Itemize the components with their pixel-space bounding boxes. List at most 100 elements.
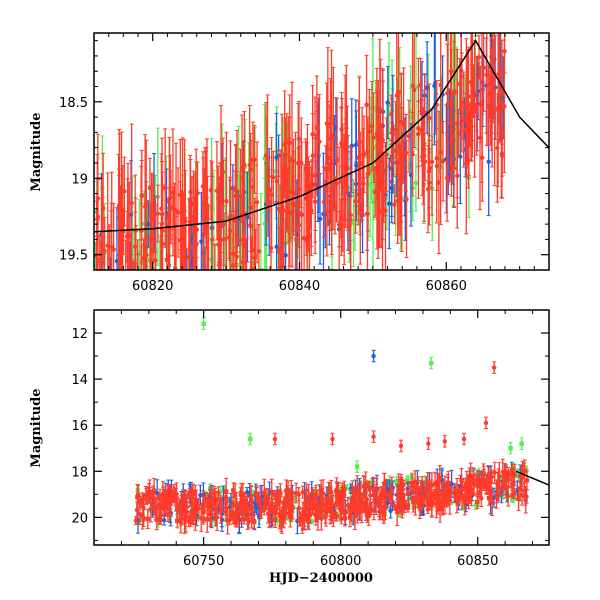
red-point xyxy=(478,65,483,143)
data-point xyxy=(274,179,280,184)
data-point xyxy=(250,184,256,190)
red-point xyxy=(394,33,399,176)
data-point xyxy=(174,287,178,291)
data-point xyxy=(168,195,173,200)
top-x-tick-label: 60860 xyxy=(426,279,467,294)
red-point xyxy=(403,113,409,192)
data-point xyxy=(161,518,167,523)
red-point xyxy=(353,168,358,234)
red-point xyxy=(142,237,147,270)
red-point xyxy=(109,210,114,283)
data-point xyxy=(499,130,504,135)
data-point xyxy=(316,502,321,507)
data-point xyxy=(438,82,443,88)
red-point xyxy=(120,218,125,270)
red-point xyxy=(444,134,450,222)
red-point xyxy=(324,82,329,165)
data-point xyxy=(309,519,314,524)
data-point xyxy=(389,130,395,135)
data-point xyxy=(292,495,298,500)
data-point xyxy=(461,504,466,510)
data-point xyxy=(200,205,206,211)
data-point xyxy=(310,153,316,158)
data-point xyxy=(309,209,314,214)
red-point xyxy=(248,180,253,270)
red-point xyxy=(303,138,308,200)
data-point xyxy=(473,502,478,508)
red-point xyxy=(271,150,276,204)
blue-point xyxy=(387,157,392,250)
red-point xyxy=(427,83,432,153)
data-point xyxy=(271,175,276,180)
top-y-axis-label: Magnitude xyxy=(29,112,44,191)
data-point xyxy=(367,129,372,134)
data-point xyxy=(109,279,113,283)
data-point xyxy=(248,167,253,173)
red-point xyxy=(187,221,192,270)
data-point xyxy=(309,184,315,189)
data-point xyxy=(125,231,131,237)
data-point xyxy=(394,479,399,484)
red-point xyxy=(440,120,446,202)
top-model-curve xyxy=(94,39,549,233)
data-point xyxy=(440,159,446,164)
blue-point xyxy=(432,33,437,146)
red-point xyxy=(339,107,344,257)
red-point xyxy=(391,124,397,178)
data-point xyxy=(187,198,193,203)
data-point xyxy=(348,212,353,218)
data-point xyxy=(276,249,282,254)
data-point xyxy=(395,198,400,204)
red-point xyxy=(290,175,296,232)
red-point xyxy=(312,160,318,243)
red-point xyxy=(227,179,233,270)
data-point xyxy=(98,279,102,283)
blue-point xyxy=(99,261,104,270)
red-point xyxy=(304,174,310,270)
data-point xyxy=(351,221,356,226)
red-point xyxy=(345,105,350,231)
data-point xyxy=(245,214,250,220)
data-point xyxy=(406,134,412,139)
data-point xyxy=(291,158,296,163)
data-point xyxy=(394,93,399,98)
red-point xyxy=(125,162,131,270)
red-point xyxy=(406,99,412,173)
data-point xyxy=(476,55,482,60)
data-point xyxy=(254,200,260,205)
data-point xyxy=(427,180,432,185)
data-point xyxy=(230,263,236,268)
red-point xyxy=(256,224,262,270)
red-point xyxy=(315,101,320,155)
data-point xyxy=(123,278,127,282)
data-point xyxy=(279,186,285,192)
data-point xyxy=(321,199,327,205)
data-point xyxy=(185,281,189,285)
red-point xyxy=(132,174,138,270)
data-point xyxy=(265,156,270,161)
data-point xyxy=(253,503,258,508)
red-point xyxy=(369,80,375,172)
data-point xyxy=(481,65,486,71)
red-point xyxy=(421,107,426,205)
data-point xyxy=(455,121,460,126)
data-point xyxy=(118,285,122,289)
data-point xyxy=(369,124,375,129)
data-point xyxy=(218,237,224,243)
data-point xyxy=(158,297,162,301)
red-point xyxy=(224,131,229,270)
data-point xyxy=(418,82,423,88)
data-point xyxy=(434,156,439,161)
data-point xyxy=(287,189,293,194)
red-point xyxy=(164,213,170,270)
data-point xyxy=(364,102,369,107)
data-point xyxy=(141,270,145,274)
data-point xyxy=(164,258,170,263)
data-point xyxy=(510,498,515,503)
data-point xyxy=(213,270,217,274)
red-point xyxy=(307,160,312,206)
red-point xyxy=(418,58,423,113)
data-point xyxy=(467,122,473,127)
red-point xyxy=(116,154,121,264)
data-point xyxy=(374,167,380,172)
